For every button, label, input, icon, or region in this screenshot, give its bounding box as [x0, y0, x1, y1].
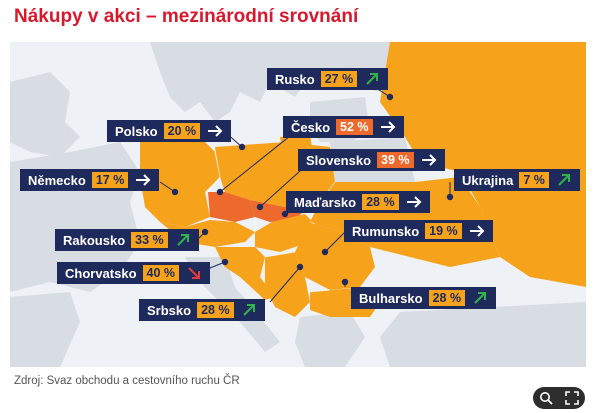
label-rusko: Rusko 27 %: [267, 68, 389, 90]
country-name: Maďarsko: [294, 194, 357, 210]
nemecko-dot: [171, 188, 179, 196]
rakousko-dot: [201, 228, 209, 236]
value-badge: 7 %: [519, 172, 549, 188]
value-badge: 39 %: [377, 152, 414, 168]
label-madarsko: Maďarsko 28 %: [286, 191, 430, 213]
chorvatsko-dot: [221, 258, 229, 266]
arrow-up-right-icon: [176, 234, 189, 246]
country-name: Rusko: [275, 71, 315, 87]
country-name: Bulharsko: [359, 290, 423, 306]
turkey-land: [380, 302, 586, 367]
value-badge: 33 %: [131, 232, 168, 248]
country-name: Srbsko: [147, 302, 192, 318]
location-dots: [171, 93, 454, 286]
label-slovensko: Slovensko 39 %: [298, 149, 445, 171]
arrow-right-icon: [380, 121, 395, 133]
label-rakousko: Rakousko 33 %: [55, 229, 199, 251]
srbsko-dot: [296, 263, 304, 271]
value-badge: 28 %: [362, 194, 399, 210]
arrow-down-right-icon: [188, 267, 201, 279]
value-badge: 27 %: [320, 71, 358, 87]
scandinavia-land: [150, 42, 355, 122]
slovakia-land: [250, 200, 305, 222]
arrow-right-icon: [406, 196, 422, 208]
label-polsko: Polsko 20 %: [107, 120, 232, 142]
slovensko-dot: [256, 203, 264, 211]
image-controls: [533, 387, 585, 409]
arrow-right-icon: [421, 154, 436, 166]
arrow-right-icon: [136, 174, 151, 186]
arrow-up-right-icon: [366, 73, 379, 85]
arrow-up-right-icon: [558, 174, 570, 186]
source-note: Zdroj: Svaz obchodu a cestovního ruchu Č…: [14, 375, 240, 387]
value-badge: 19 %: [425, 223, 462, 239]
country-name: Česko: [291, 119, 331, 135]
russia-land: [380, 42, 586, 287]
value-badge: 40 %: [142, 265, 180, 281]
label-rumunsko: Rumunsko 19 %: [344, 220, 493, 242]
germany-land: [140, 137, 220, 227]
country-name: Ukrajina: [462, 172, 514, 188]
value-badge: 52 %: [336, 119, 373, 135]
croatia-land: [215, 247, 275, 300]
map-title: Nákupy v akci – mezinárodní srovnání: [14, 6, 359, 27]
arrow-right-icon: [469, 225, 485, 237]
romania-land: [295, 222, 375, 290]
arrow-right-icon: [208, 125, 223, 137]
arrow-up-right-icon: [242, 304, 255, 316]
zoom-icon[interactable]: [539, 391, 553, 405]
polsko-dot: [238, 143, 246, 151]
value-badge: 17 %: [91, 172, 129, 188]
country-name: Rakousko: [63, 232, 126, 248]
country-name: Německo: [28, 172, 86, 188]
uk-land: [10, 72, 80, 157]
label-nemecko: Německo 17 %: [20, 169, 160, 191]
bulharsko-dot: [341, 278, 349, 286]
fullscreen-icon[interactable]: [565, 391, 579, 405]
value-badge: 28 %: [197, 302, 234, 318]
rusko-dot: [386, 93, 394, 101]
arrow-up-right-icon: [474, 292, 487, 304]
value-badge: 28 %: [428, 290, 466, 306]
country-name: Polsko: [115, 123, 158, 139]
ukrajina-dot: [446, 193, 454, 201]
iberia-land: [10, 292, 80, 367]
borders: [207, 151, 336, 293]
cesko-dot: [216, 188, 224, 196]
country-name: Slovensko: [306, 152, 372, 168]
value-badge: 20 %: [163, 123, 201, 139]
czechia-land: [208, 192, 255, 222]
greece-land: [295, 312, 365, 367]
label-cesko: Česko 52 %: [283, 116, 404, 138]
country-name: Rumunsko: [352, 223, 420, 239]
label-bulharsko: Bulharsko 28 %: [351, 287, 497, 309]
rumunsko-dot: [321, 248, 329, 256]
label-chorvatsko: Chorvatsko 40 %: [57, 262, 211, 284]
country-name: Chorvatsko: [65, 265, 137, 281]
label-srbsko: Srbsko 28 %: [139, 299, 265, 321]
label-ukrajina: Ukrajina 7 %: [454, 169, 580, 191]
